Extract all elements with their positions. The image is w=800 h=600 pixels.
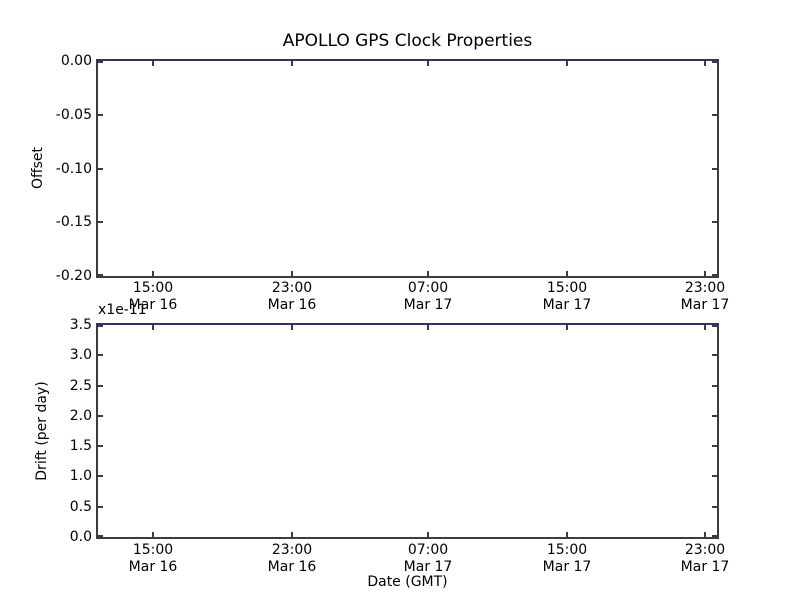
- y-tick-mark: [98, 274, 103, 276]
- y-tick-label: -0.20: [55, 268, 92, 284]
- y-tick-label: 0.5: [69, 499, 92, 515]
- y-tick-mark: [98, 415, 103, 417]
- y-tick-label: 3.0: [69, 347, 92, 363]
- x-tick-label: 15:00 Mar 16: [105, 280, 201, 314]
- x-tick-label: 23:00 Mar 17: [657, 280, 753, 314]
- x-tick-time-label: 07:00: [407, 280, 449, 296]
- x-tick-time-label: 23:00: [684, 542, 726, 558]
- x-tick-time-label: 23:00: [684, 280, 726, 296]
- y-axis-multiplier-label: x1e-11: [98, 302, 147, 318]
- x-tick-mark: [152, 532, 154, 537]
- x-tick-mark: [566, 532, 568, 537]
- x-tick-label: 15:00 Mar 17: [519, 542, 615, 576]
- y-tick-label: 2.5: [69, 378, 92, 394]
- x-tick-mark: [152, 325, 154, 330]
- x-tick-time-label: 07:00: [407, 542, 449, 558]
- y-tick-mark: [98, 325, 103, 327]
- x-tick-date-label: Mar 17: [403, 559, 453, 575]
- y-tick-mark: [712, 354, 717, 356]
- y-tick-mark: [98, 354, 103, 356]
- y-tick-label: 0.0: [69, 529, 92, 545]
- drift-plot-area: [96, 323, 719, 539]
- x-tick-mark: [704, 532, 706, 537]
- x-tick-mark: [152, 61, 154, 66]
- x-tick-time-label: 15:00: [132, 280, 174, 296]
- y-tick-mark: [712, 415, 717, 417]
- y-tick-mark: [712, 506, 717, 508]
- y-tick-label: -0.05: [55, 107, 92, 123]
- x-tick-date-label: Mar 16: [267, 297, 317, 313]
- x-tick-mark: [427, 271, 429, 276]
- y-tick-label: 3.5: [69, 317, 92, 333]
- y-tick-mark: [98, 535, 103, 537]
- y-tick-mark: [98, 221, 103, 223]
- x-tick-mark: [704, 61, 706, 66]
- x-tick-label: 23:00 Mar 17: [657, 542, 753, 576]
- y-tick-mark: [98, 61, 103, 63]
- y-tick-mark: [712, 445, 717, 447]
- x-tick-time-label: 23:00: [271, 542, 313, 558]
- x-tick-label: 07:00 Mar 17: [380, 280, 476, 314]
- y-tick-mark: [712, 61, 717, 63]
- y-tick-mark: [712, 221, 717, 223]
- y-tick-label: 2.0: [69, 408, 92, 424]
- x-tick-label: 23:00 Mar 16: [244, 280, 340, 314]
- y-tick-mark: [712, 114, 717, 116]
- x-tick-mark: [704, 325, 706, 330]
- x-tick-date-label: Mar 16: [128, 559, 178, 575]
- x-tick-label: 15:00 Mar 17: [519, 280, 615, 314]
- x-tick-mark: [427, 325, 429, 330]
- y-tick-mark: [712, 385, 717, 387]
- x-tick-mark: [291, 325, 293, 330]
- y-tick-mark: [712, 535, 717, 537]
- x-tick-label: 07:00 Mar 17: [380, 542, 476, 576]
- y-tick-label: 1.5: [69, 438, 92, 454]
- y-tick-label: 1.0: [69, 468, 92, 484]
- x-tick-mark: [291, 532, 293, 537]
- y-tick-mark: [98, 114, 103, 116]
- x-tick-date-label: Mar 16: [267, 559, 317, 575]
- x-tick-time-label: 15:00: [132, 542, 174, 558]
- x-tick-mark: [704, 271, 706, 276]
- x-tick-date-label: Mar 17: [680, 559, 730, 575]
- x-tick-mark: [427, 532, 429, 537]
- y-tick-mark: [98, 506, 103, 508]
- x-tick-mark: [566, 271, 568, 276]
- x-tick-date-label: Mar 17: [680, 297, 730, 313]
- x-tick-date-label: Mar 17: [403, 297, 453, 313]
- x-tick-date-label: Mar 17: [542, 559, 592, 575]
- drift-y-axis-label: Drift (per day): [34, 381, 50, 481]
- y-tick-mark: [98, 385, 103, 387]
- x-tick-mark: [291, 271, 293, 276]
- y-tick-mark: [98, 445, 103, 447]
- x-tick-label: 15:00 Mar 16: [105, 542, 201, 576]
- x-tick-date-label: Mar 16: [128, 297, 178, 313]
- y-tick-mark: [712, 475, 717, 477]
- y-tick-mark: [712, 325, 717, 327]
- x-tick-time-label: 15:00: [546, 542, 588, 558]
- y-tick-label: -0.10: [55, 161, 92, 177]
- y-tick-mark: [98, 168, 103, 170]
- x-tick-time-label: 15:00: [546, 280, 588, 296]
- chart-title: APOLLO GPS Clock Properties: [282, 31, 533, 51]
- x-tick-mark: [152, 271, 154, 276]
- x-axis-label: Date (GMT): [367, 574, 448, 590]
- x-tick-date-label: Mar 17: [542, 297, 592, 313]
- x-tick-mark: [291, 61, 293, 66]
- x-tick-mark: [566, 325, 568, 330]
- y-tick-label: 0.00: [60, 53, 92, 69]
- y-tick-mark: [712, 274, 717, 276]
- x-tick-mark: [427, 61, 429, 66]
- offset-plot-area: [96, 59, 719, 278]
- y-tick-mark: [712, 168, 717, 170]
- y-tick-mark: [98, 475, 103, 477]
- x-tick-label: 23:00 Mar 16: [244, 542, 340, 576]
- y-tick-label: -0.15: [55, 214, 92, 230]
- x-tick-mark: [566, 61, 568, 66]
- x-tick-time-label: 23:00: [271, 280, 313, 296]
